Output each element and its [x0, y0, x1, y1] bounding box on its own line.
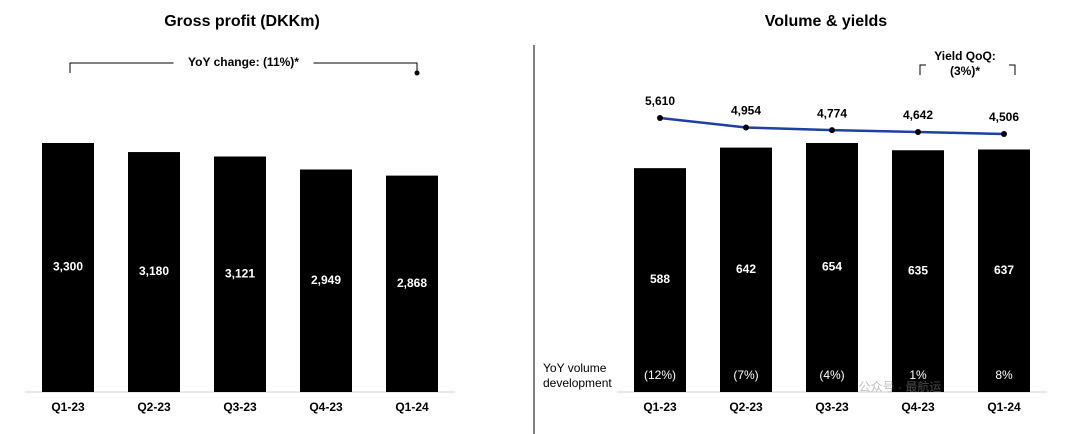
bar [300, 169, 352, 392]
x-tick-label: Q1-23 [643, 400, 677, 414]
bar [128, 152, 180, 392]
bar-value-label: 637 [994, 263, 1014, 277]
yield-value-label: 4,506 [989, 110, 1019, 124]
row-value: (7%) [733, 368, 758, 382]
bar-value-label: 3,300 [53, 260, 83, 274]
annotation-dot [414, 70, 420, 76]
bar [892, 150, 944, 392]
bar-value-label: 654 [822, 260, 842, 274]
watermark: 公众号 · 最航运 [859, 379, 942, 394]
bar-value-label: 3,180 [139, 264, 169, 278]
row-label: YoY volume [543, 361, 607, 375]
bar [634, 168, 686, 392]
yield-value-label: 4,642 [903, 108, 933, 122]
yield-point [657, 114, 663, 121]
yield-point [743, 124, 749, 131]
x-tick-label: Q3-23 [223, 400, 257, 414]
yield-value-label: 4,774 [817, 106, 847, 120]
annotation-bracket [69, 62, 174, 73]
x-tick-label: Q4-23 [901, 400, 935, 414]
x-tick-label: Q1-24 [987, 400, 1021, 414]
yield-value-label: 4,954 [731, 104, 761, 118]
yield-point [915, 128, 921, 135]
bar [42, 143, 94, 392]
x-tick-label: Q4-23 [309, 400, 343, 414]
bar-value-label: 2,868 [397, 276, 427, 290]
annotation-bracket [313, 62, 418, 73]
bar [214, 156, 266, 392]
row-value: (12%) [644, 368, 676, 382]
bar [978, 149, 1030, 392]
bar-value-label: 588 [650, 272, 670, 286]
bar-value-label: 2,949 [311, 273, 341, 287]
annotation-bracket [1009, 64, 1016, 75]
chart-title: Gross profit (DKKm) [164, 13, 320, 30]
yield-point [829, 127, 835, 134]
bar [806, 143, 858, 392]
bar-value-label: 3,121 [225, 266, 255, 280]
annotation: Yield QoQ: [934, 49, 996, 63]
bar-value-label: 642 [736, 262, 756, 276]
x-tick-label: Q2-23 [729, 400, 763, 414]
chart-title: Volume & yields [765, 13, 888, 30]
x-tick-label: Q3-23 [815, 400, 849, 414]
annotation: (3%)* [950, 64, 980, 78]
bar [720, 147, 772, 392]
x-tick-label: Q1-23 [51, 400, 85, 414]
yield-point [1001, 130, 1007, 137]
x-tick-label: Q1-24 [395, 400, 429, 414]
bar-value-label: 635 [908, 263, 928, 277]
row-label: development [543, 376, 612, 390]
yield-value-label: 5,610 [645, 94, 675, 108]
bar [386, 175, 438, 392]
row-value: 8% [995, 368, 1013, 382]
row-value: (4%) [819, 368, 844, 382]
x-tick-label: Q2-23 [137, 400, 171, 414]
annotation: YoY change: (11%)* [188, 55, 299, 69]
row-value: 1% [909, 368, 927, 382]
annotation-bracket [919, 64, 926, 75]
